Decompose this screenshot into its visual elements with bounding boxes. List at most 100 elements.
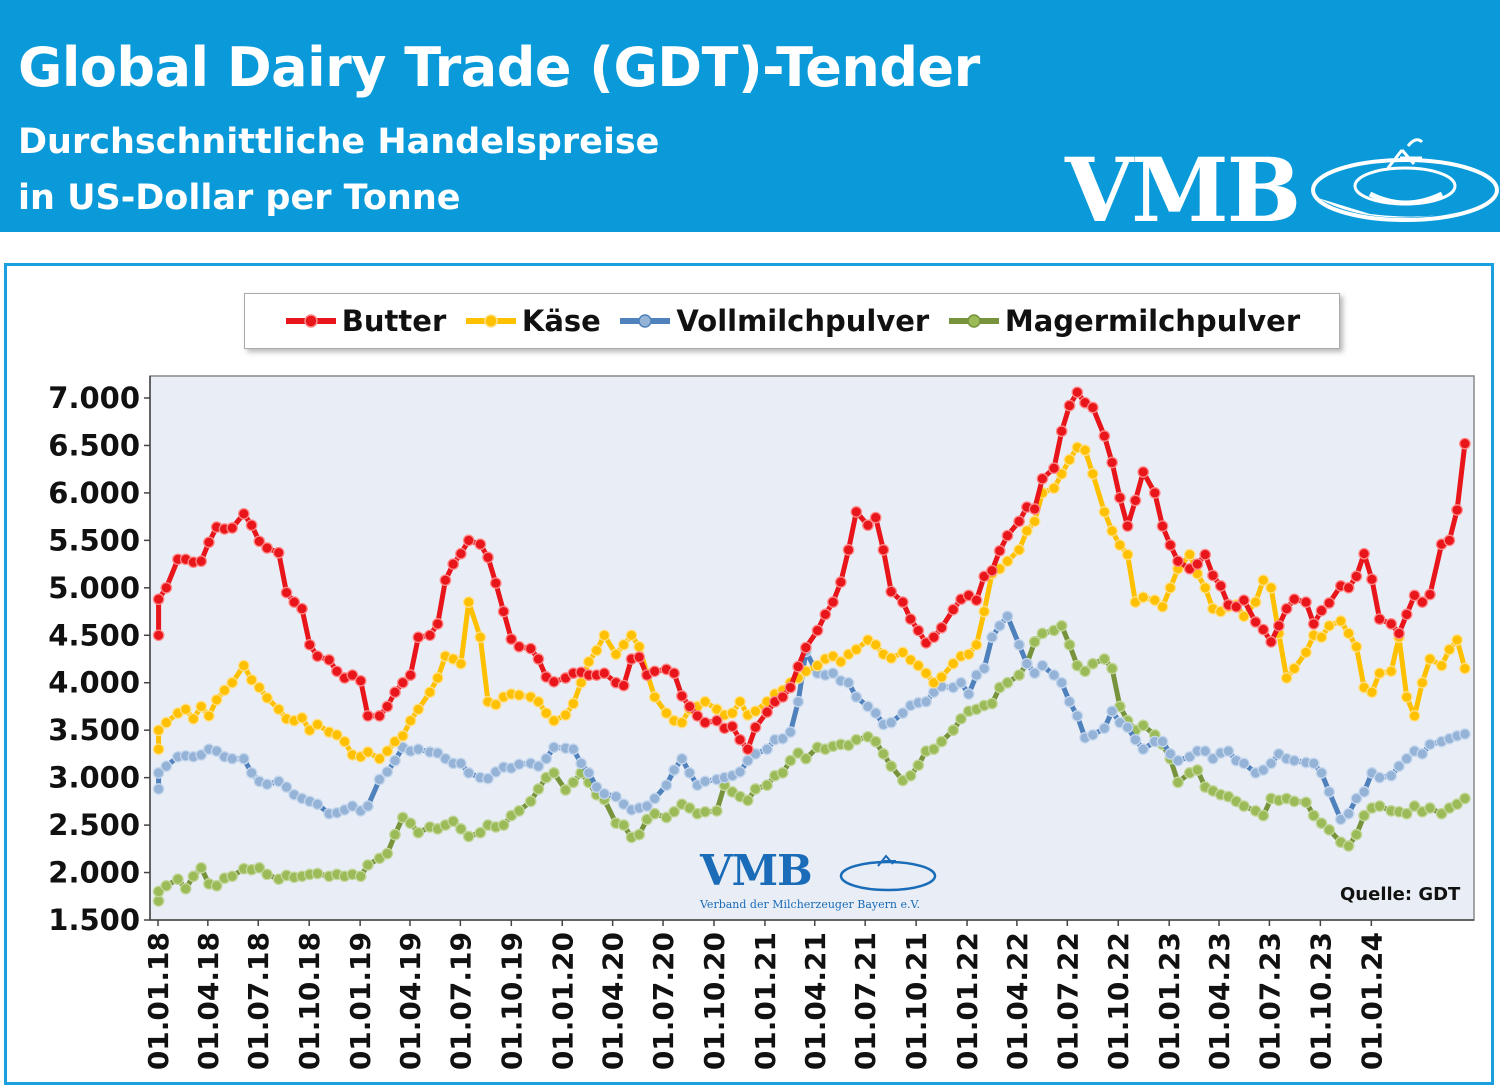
watermark-logo-icon bbox=[839, 854, 937, 892]
data-point-vollmilchpulver bbox=[1086, 729, 1099, 741]
data-point-kaese bbox=[1408, 710, 1421, 722]
data-point-vollmilchpulver bbox=[362, 800, 374, 812]
data-point-butter bbox=[1443, 534, 1456, 547]
data-point-kaese bbox=[1334, 615, 1347, 627]
data-point-butter bbox=[1164, 539, 1177, 551]
data-point-kaese bbox=[1199, 581, 1212, 594]
data-point-butter bbox=[195, 555, 208, 568]
x-tick-label: 01.04.18 bbox=[192, 932, 225, 1070]
y-tick-label: 3.500 bbox=[48, 713, 140, 747]
data-point-magermilchpulver bbox=[160, 879, 173, 892]
data-point-kaese bbox=[195, 700, 208, 713]
data-point-vollmilchpulver bbox=[978, 662, 991, 675]
data-point-butter bbox=[1086, 401, 1099, 414]
data-point-butter bbox=[1257, 623, 1270, 636]
data-point-butter bbox=[226, 522, 239, 534]
data-point-vollmilchpulver bbox=[962, 688, 975, 700]
data-point-butter bbox=[489, 577, 502, 589]
data-point-magermilchpulver bbox=[869, 735, 882, 748]
data-point-kaese bbox=[152, 743, 165, 756]
y-tick-label: 3.000 bbox=[48, 761, 140, 795]
data-point-kaese bbox=[1280, 672, 1293, 684]
data-point-magermilchpulver bbox=[792, 747, 805, 759]
data-point-magermilchpulver bbox=[1098, 653, 1111, 665]
data-point-vollmilchpulver bbox=[862, 700, 874, 713]
data-point-vollmilchpulver bbox=[668, 764, 680, 776]
data-point-butter bbox=[1400, 608, 1413, 621]
data-point-butter bbox=[877, 544, 890, 556]
data-point-kaese bbox=[1257, 574, 1270, 587]
data-point-magermilchpulver bbox=[179, 882, 192, 895]
data-point-butter bbox=[691, 710, 704, 722]
data-point-vollmilchpulver bbox=[567, 743, 580, 756]
data-point-vollmilchpulver bbox=[699, 775, 711, 788]
data-point-kaese bbox=[187, 712, 200, 725]
data-point-butter bbox=[1191, 558, 1204, 570]
data-point-butter bbox=[869, 511, 882, 524]
x-tick-label: 01.01.19 bbox=[344, 932, 377, 1070]
y-tick-label: 2.000 bbox=[48, 856, 140, 890]
data-point-magermilchpulver bbox=[850, 733, 863, 746]
data-point-vollmilchpulver bbox=[152, 767, 165, 779]
data-point-magermilchpulver bbox=[1079, 665, 1091, 678]
data-point-butter bbox=[362, 710, 374, 722]
y-tick-label: 5.000 bbox=[48, 571, 140, 605]
data-point-butter bbox=[280, 586, 293, 599]
data-point-kaese bbox=[734, 695, 746, 708]
data-point-butter bbox=[993, 544, 1006, 557]
x-tick-label: 01.04.19 bbox=[394, 932, 427, 1070]
data-point-vollmilchpulver bbox=[1334, 813, 1347, 826]
x-tick-label: 01.04.22 bbox=[1001, 932, 1034, 1070]
data-point-kaese bbox=[1238, 610, 1250, 623]
data-point-vollmilchpulver bbox=[1459, 728, 1471, 740]
data-point-kaese bbox=[1342, 627, 1355, 640]
data-point-kaese bbox=[210, 693, 223, 706]
data-point-kaese bbox=[1451, 634, 1463, 646]
data-point-kaese bbox=[311, 718, 324, 731]
data-point-butter bbox=[741, 743, 754, 756]
data-point-vollmilchpulver bbox=[1129, 733, 1142, 746]
data-point-butter bbox=[1055, 425, 1068, 438]
data-point-butter bbox=[1214, 580, 1227, 592]
data-point-magermilchpulver bbox=[955, 712, 967, 725]
data-point-magermilchpulver bbox=[559, 784, 572, 796]
data-point-vollmilchpulver bbox=[1373, 771, 1386, 784]
chart-legend: Butter Käse Vollmilchpulver Magermilchpu… bbox=[244, 293, 1340, 349]
data-point-vollmilchpulver bbox=[261, 778, 273, 791]
data-point-butter bbox=[896, 596, 909, 608]
x-tick-label: 01.04.20 bbox=[597, 932, 630, 1070]
data-point-kaese bbox=[272, 703, 285, 716]
data-point-magermilchpulver bbox=[1001, 676, 1014, 689]
x-tick-label: 01.01.21 bbox=[749, 932, 782, 1070]
data-point-butter bbox=[1373, 613, 1386, 625]
data-point-butter bbox=[389, 686, 401, 699]
data-point-vollmilchpulver bbox=[1106, 705, 1118, 718]
data-point-magermilchpulver bbox=[152, 885, 165, 898]
data-point-vollmilchpulver bbox=[1098, 722, 1111, 735]
data-point-butter bbox=[912, 624, 925, 637]
legend-label-magermilchpulver: Magermilchpulver bbox=[1004, 304, 1301, 338]
data-point-butter bbox=[424, 629, 436, 642]
data-point-vollmilchpulver bbox=[610, 790, 622, 803]
x-tick-label: 01.07.23 bbox=[1253, 932, 1286, 1070]
data-point-kaese bbox=[1055, 468, 1068, 480]
data-point-butter bbox=[598, 667, 611, 680]
data-point-kaese bbox=[1114, 539, 1126, 551]
data-point-butter bbox=[1315, 604, 1328, 617]
data-point-butter bbox=[1300, 596, 1312, 608]
data-point-butter bbox=[710, 714, 723, 727]
data-point-magermilchpulver bbox=[904, 769, 917, 782]
data-point-butter bbox=[862, 519, 874, 532]
data-point-magermilchpulver bbox=[1137, 719, 1150, 732]
vmb-logo-icon bbox=[1311, 138, 1499, 222]
data-point-kaese bbox=[660, 707, 673, 719]
data-point-butter bbox=[734, 733, 746, 746]
data-point-butter bbox=[1098, 430, 1111, 442]
data-point-butter bbox=[346, 669, 359, 681]
data-point-vollmilchpulver bbox=[1199, 745, 1212, 757]
data-point-kaese bbox=[253, 681, 266, 694]
data-point-butter bbox=[1272, 619, 1285, 632]
data-point-kaese bbox=[1400, 691, 1413, 703]
data-point-vollmilchpulver bbox=[381, 766, 394, 778]
